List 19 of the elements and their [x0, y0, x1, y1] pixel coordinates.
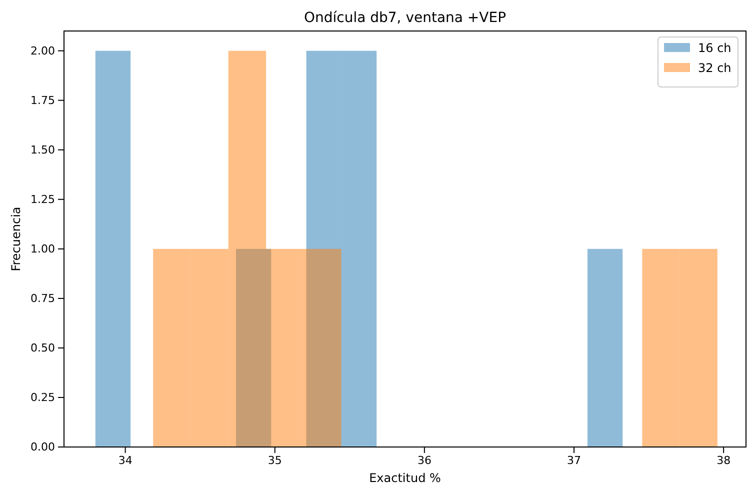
legend-label: 16 ch	[698, 41, 732, 55]
y-tick-label: 2.00	[30, 44, 55, 58]
y-tick-label: 1.50	[30, 143, 55, 156]
legend-label: 32 ch	[698, 61, 732, 75]
y-axis-title: Frecuencia	[9, 206, 23, 272]
x-tick-label: 38	[716, 454, 731, 467]
x-axis-title: Exactitud %	[369, 471, 441, 485]
y-tick-label: 0.00	[30, 440, 55, 454]
chart-title: Ondícula db7, ventana +VEP	[304, 10, 506, 26]
y-tick-label: 0.25	[30, 390, 55, 404]
x-tick-label: 35	[268, 454, 282, 467]
x-tick-label: 37	[567, 454, 582, 467]
y-tick-label: 1.25	[30, 192, 55, 206]
x-tick-label: 34	[118, 454, 132, 467]
x-tick-label: 36	[417, 454, 432, 467]
y-tick-label: 0.75	[30, 292, 55, 305]
y-tick-label: 0.50	[30, 341, 55, 354]
y-tick-label: 1.75	[30, 94, 55, 107]
y-tick-label: 1.00	[30, 242, 55, 256]
